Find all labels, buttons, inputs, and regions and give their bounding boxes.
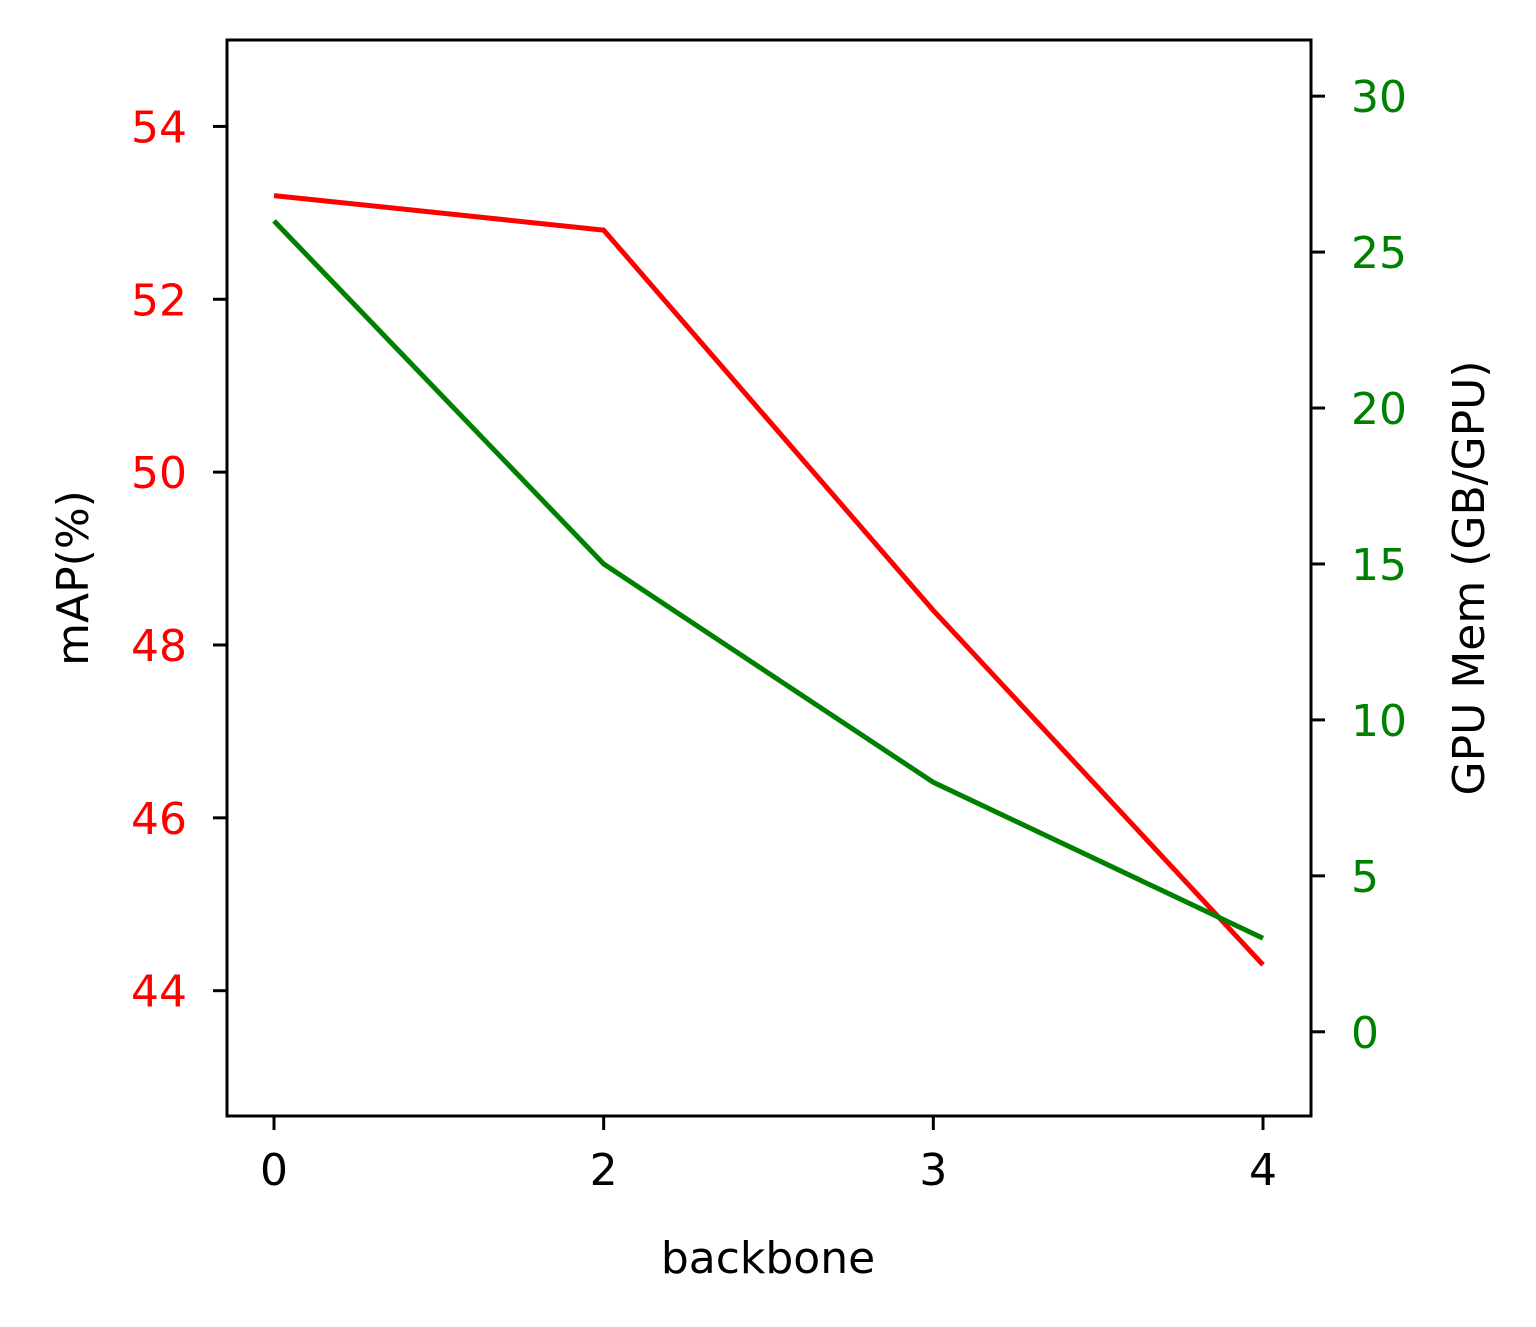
gpu-mem-series-line [272,219,1265,941]
left-y-tick-label: 48 [131,621,187,672]
map-series-line [273,193,1265,967]
left-y-tick-label: 44 [131,967,187,1018]
right-y-tick-label: 5 [1351,852,1379,903]
x-tick-label: 0 [260,1145,288,1196]
x-axis-title: backbone [661,1233,875,1284]
right-y-tick-label: 10 [1351,696,1407,747]
x-tick-label: 2 [590,1145,618,1196]
left-y-tick-label: 46 [131,794,187,845]
right-y-tick-label: 30 [1351,72,1407,123]
left-y-tick-label: 50 [131,448,187,499]
right-y-tick-label: 0 [1351,1008,1379,1059]
right-y-tick-label: 25 [1351,228,1407,279]
x-tick-label: 3 [919,1145,947,1196]
x-tick-label: 4 [1249,1145,1277,1196]
left-y-tick-label: 54 [131,102,187,153]
right-y-axis-title: GPU Mem (GB/GPU) [1444,361,1495,796]
left-y-axis-title: mAP(%) [48,490,99,666]
left-y-tick-label: 52 [131,275,187,326]
right-y-tick-label: 20 [1351,384,1407,435]
plot-area [272,193,1265,967]
right-y-tick-label: 15 [1351,540,1407,591]
plot-frame [225,38,1313,1118]
